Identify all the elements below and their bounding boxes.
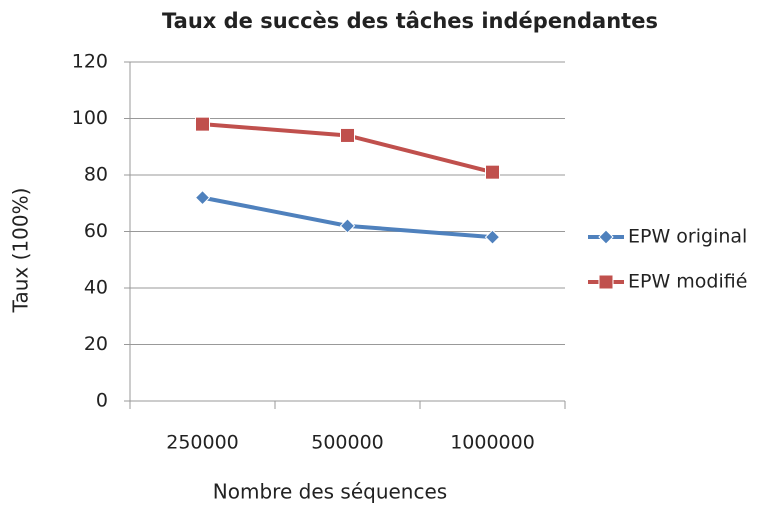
y-tick-label: 60 [84,220,108,242]
y-tick-label: 0 [96,390,108,412]
chart-title: Taux de succès des tâches indépendantes [162,9,658,33]
y-tick-label: 100 [72,107,108,129]
data-point [339,218,356,234]
y-tick-label: 40 [84,277,108,299]
legend-marker [598,274,614,290]
y-tick-label: 20 [84,333,108,355]
y-tick-label: 120 [72,51,108,73]
data-point [485,164,500,180]
y-tick-label: 80 [84,164,108,186]
y-axis-title: Taux (100%) [9,188,33,314]
legend-label: EPW original [628,226,747,248]
legend-label: EPW modifié [628,271,747,293]
x-axis-title: Nombre des séquences [213,480,447,504]
data-point [484,229,501,245]
x-tick-label: 250000 [166,432,239,454]
legend-marker [598,229,614,245]
data-point [194,189,211,206]
data-point [195,116,210,132]
data-point [340,127,355,143]
x-tick-label: 1000000 [450,432,535,454]
x-tick-label: 500000 [311,432,384,454]
